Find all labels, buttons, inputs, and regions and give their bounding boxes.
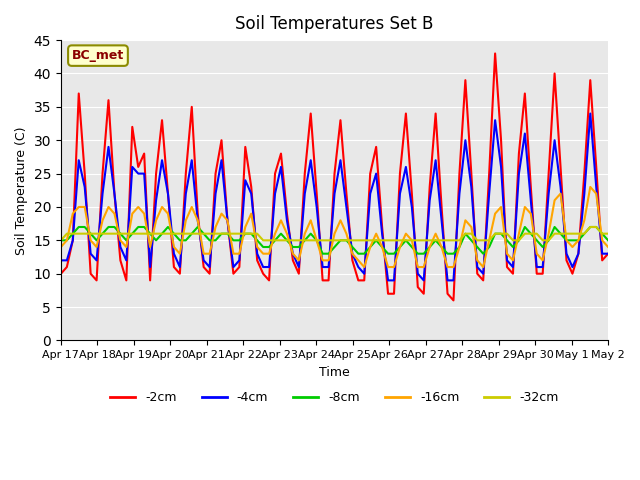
-32cm [170,231,178,237]
-32cm [57,238,65,243]
X-axis label: Time: Time [319,366,350,379]
-8cm [450,251,458,257]
-4cm [586,111,594,117]
-4cm [384,277,392,283]
-2cm [604,251,612,257]
Legend: -2cm, -4cm, -8cm, -16cm, -32cm: -2cm, -4cm, -8cm, -16cm, -32cm [106,386,564,409]
-16cm [360,264,368,270]
-4cm [57,257,65,263]
-2cm [492,50,499,56]
Line: -32cm: -32cm [61,227,608,240]
-4cm [444,277,451,283]
-32cm [331,238,339,243]
-32cm [586,224,594,230]
-8cm [319,251,326,257]
-2cm [450,298,458,303]
-16cm [170,244,178,250]
Title: Soil Temperatures Set B: Soil Temperatures Set B [236,15,434,33]
-32cm [604,231,612,237]
-32cm [492,231,499,237]
Line: -16cm: -16cm [61,187,608,267]
Text: BC_met: BC_met [72,49,124,62]
-2cm [503,264,511,270]
-32cm [438,238,445,243]
-8cm [75,224,83,230]
-2cm [170,264,178,270]
-4cm [497,164,505,170]
-8cm [604,238,612,243]
-4cm [604,251,612,257]
-16cm [586,184,594,190]
-2cm [129,124,136,130]
-8cm [176,238,184,243]
-2cm [438,204,445,210]
-8cm [57,238,65,243]
-8cm [134,224,142,230]
-16cm [331,231,339,237]
-8cm [503,238,511,243]
-4cm [331,191,339,196]
Line: -8cm: -8cm [61,227,608,254]
-4cm [129,164,136,170]
-32cm [147,231,154,237]
-16cm [444,264,451,270]
-8cm [342,238,350,243]
-16cm [147,244,154,250]
-2cm [147,277,154,283]
-16cm [604,244,612,250]
-8cm [152,238,160,243]
-2cm [57,271,65,276]
-16cm [57,244,65,250]
-32cm [129,231,136,237]
Y-axis label: Soil Temperature (C): Soil Temperature (C) [15,126,28,254]
Line: -4cm: -4cm [61,114,608,280]
-2cm [331,171,339,177]
-4cm [147,264,154,270]
-4cm [170,251,178,257]
-16cm [129,211,136,216]
-16cm [497,204,505,210]
Line: -2cm: -2cm [61,53,608,300]
